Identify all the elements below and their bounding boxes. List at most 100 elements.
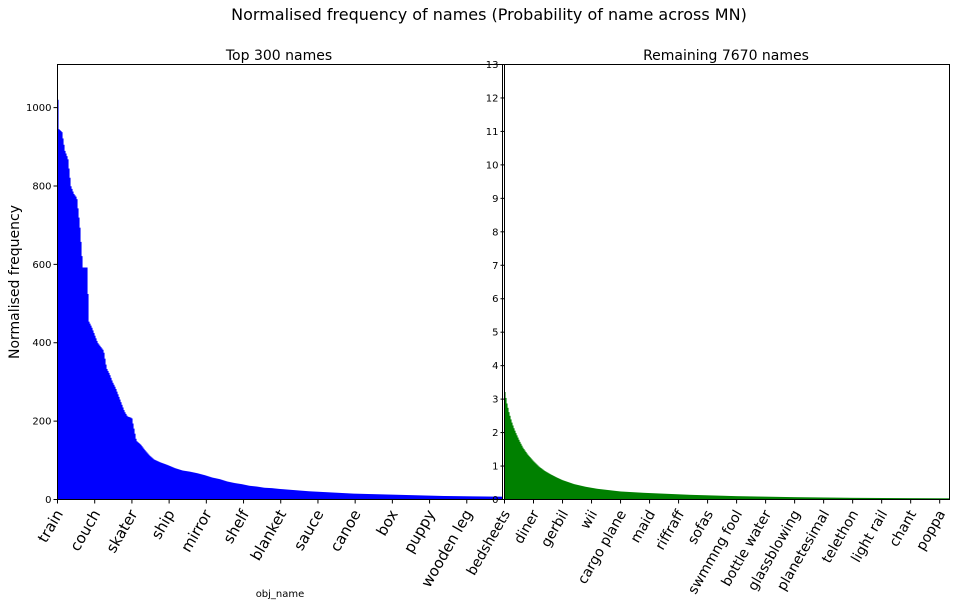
bar <box>635 492 637 500</box>
bar <box>60 131 62 500</box>
bar <box>780 496 782 500</box>
bar <box>584 486 586 500</box>
bar <box>514 430 516 500</box>
bar <box>918 498 920 500</box>
bar <box>291 489 293 500</box>
bar <box>121 404 123 500</box>
bar <box>159 462 161 500</box>
bar <box>199 473 201 500</box>
bar <box>656 493 658 500</box>
bar <box>73 193 75 500</box>
bar <box>808 497 810 500</box>
bar <box>761 496 763 500</box>
bar <box>203 474 205 500</box>
bar <box>793 497 795 500</box>
bar <box>301 490 303 500</box>
y-tick-label: 0 <box>492 495 498 506</box>
bar <box>910 498 912 500</box>
bar <box>355 493 357 500</box>
bar <box>177 469 179 500</box>
bar <box>904 498 906 500</box>
bar <box>458 496 460 500</box>
bar <box>907 498 909 500</box>
bar <box>83 267 85 500</box>
bar <box>315 491 317 500</box>
bar <box>155 460 157 500</box>
bar <box>328 492 330 500</box>
bar <box>329 492 331 500</box>
bar <box>498 496 500 500</box>
bar <box>254 486 256 500</box>
bar <box>521 445 523 500</box>
bar <box>855 497 857 500</box>
bar <box>472 496 474 500</box>
bar <box>556 477 558 500</box>
bar <box>98 344 100 500</box>
bar <box>663 493 665 500</box>
bar <box>227 481 229 500</box>
bar <box>872 497 874 500</box>
bar <box>687 494 689 500</box>
bar <box>62 138 64 500</box>
bar <box>487 496 489 500</box>
bar <box>326 492 328 500</box>
bar <box>797 497 799 500</box>
bar <box>322 492 324 500</box>
bar <box>935 498 937 500</box>
bar <box>920 498 922 500</box>
bar <box>802 497 804 500</box>
bar <box>218 478 220 500</box>
bar <box>181 470 183 500</box>
bar <box>157 461 159 500</box>
bar <box>156 460 158 500</box>
bar <box>806 497 808 500</box>
bar <box>933 498 935 500</box>
bar <box>390 494 392 500</box>
bar <box>410 495 412 500</box>
bar <box>169 466 171 500</box>
bar <box>900 498 902 500</box>
bar <box>775 496 777 500</box>
bar <box>391 494 393 500</box>
bar <box>299 490 301 500</box>
bar <box>810 497 812 500</box>
bar <box>250 485 252 500</box>
bar <box>182 470 184 500</box>
bar <box>243 484 245 500</box>
bar <box>244 484 246 500</box>
bar <box>302 490 304 500</box>
bar <box>733 496 735 500</box>
y-tick-label: 13 <box>486 60 499 71</box>
bar <box>707 495 709 500</box>
bar <box>605 489 607 500</box>
bar <box>776 496 778 500</box>
bar <box>696 495 698 500</box>
bar <box>429 495 431 500</box>
bar <box>631 492 633 500</box>
bar <box>737 496 739 500</box>
bar <box>849 497 851 500</box>
bar <box>936 498 938 500</box>
bar <box>432 495 434 500</box>
bar <box>543 470 545 500</box>
y-tick-label: 4 <box>492 361 498 372</box>
bar <box>884 498 886 500</box>
bar <box>574 484 576 500</box>
bar <box>876 497 878 500</box>
bar <box>522 447 524 500</box>
bar <box>538 466 540 500</box>
bar <box>193 472 195 500</box>
bar <box>609 490 611 500</box>
bar <box>919 498 921 500</box>
bar <box>667 493 669 500</box>
bar <box>381 494 383 500</box>
bar <box>430 495 432 500</box>
bar <box>402 494 404 500</box>
bar <box>452 496 454 500</box>
bar <box>518 439 520 500</box>
bar <box>572 483 574 500</box>
bar <box>349 493 351 500</box>
bar <box>347 493 349 500</box>
bar <box>389 494 391 500</box>
y-tick-label: 800 <box>32 181 51 192</box>
